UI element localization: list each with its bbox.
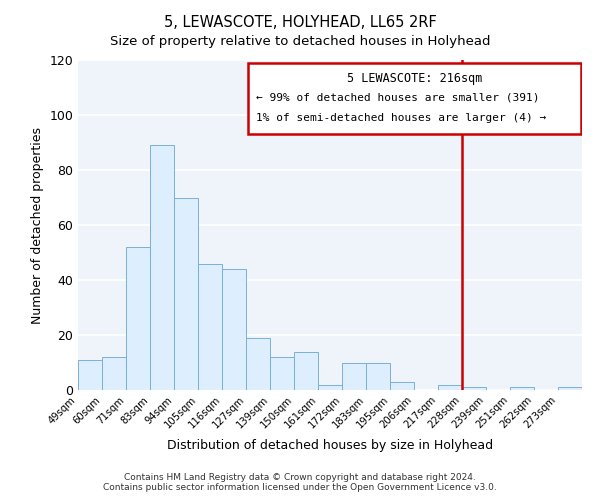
Text: ← 99% of detached houses are smaller (391): ← 99% of detached houses are smaller (39… <box>256 93 539 103</box>
Bar <box>462 387 486 390</box>
Bar <box>126 247 150 390</box>
Bar <box>222 269 246 390</box>
Bar <box>246 338 270 390</box>
Bar <box>102 357 126 390</box>
Bar <box>78 360 102 390</box>
Bar <box>390 382 414 390</box>
Bar <box>318 384 342 390</box>
Text: Contains HM Land Registry data © Crown copyright and database right 2024.
Contai: Contains HM Land Registry data © Crown c… <box>103 473 497 492</box>
Bar <box>342 362 366 390</box>
Bar <box>198 264 222 390</box>
Bar <box>174 198 198 390</box>
Y-axis label: Number of detached properties: Number of detached properties <box>31 126 44 324</box>
Text: 5, LEWASCOTE, HOLYHEAD, LL65 2RF: 5, LEWASCOTE, HOLYHEAD, LL65 2RF <box>164 15 436 30</box>
Bar <box>558 387 582 390</box>
Bar <box>294 352 318 390</box>
X-axis label: Distribution of detached houses by size in Holyhead: Distribution of detached houses by size … <box>167 439 493 452</box>
Text: Size of property relative to detached houses in Holyhead: Size of property relative to detached ho… <box>110 35 490 48</box>
Bar <box>438 384 462 390</box>
Bar <box>150 145 174 390</box>
Text: 1% of semi-detached houses are larger (4) →: 1% of semi-detached houses are larger (4… <box>256 113 546 123</box>
Bar <box>270 357 294 390</box>
Text: 5 LEWASCOTE: 216sqm: 5 LEWASCOTE: 216sqm <box>347 72 482 86</box>
Bar <box>366 362 390 390</box>
Bar <box>510 387 534 390</box>
FancyBboxPatch shape <box>248 62 581 134</box>
